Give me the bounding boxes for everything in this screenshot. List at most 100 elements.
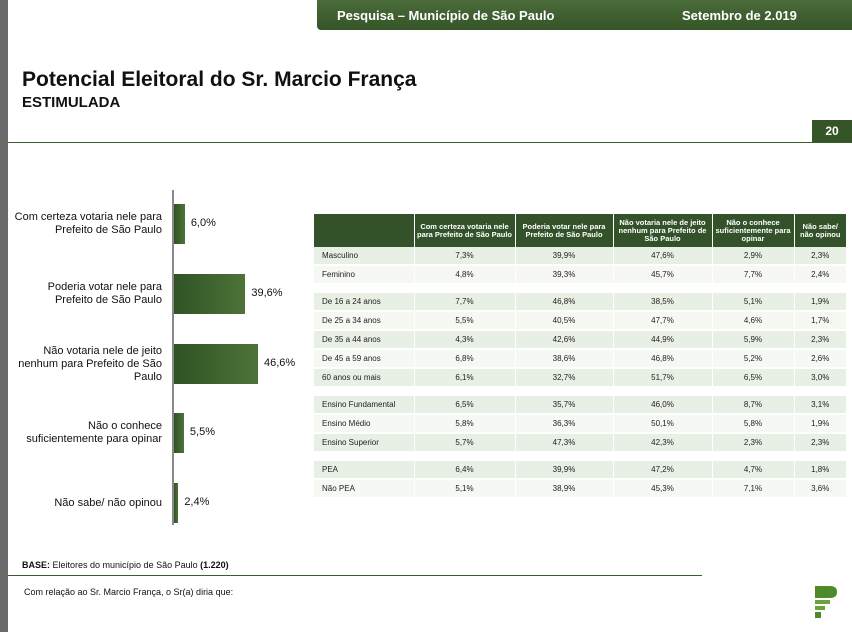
table-cell: 46,8%: [612, 349, 712, 369]
table-row: De 25 a 34 anos 5,5% 40,5% 47,7% 4,6% 1,7%: [314, 311, 846, 331]
table-cell: 46,0%: [612, 396, 712, 415]
left-edge-strip: [0, 0, 8, 632]
category-label: Poderia votar nele para Prefeito de São …: [47, 281, 162, 306]
table-cell: 7,1%: [711, 479, 794, 499]
table-cell: 46,8%: [514, 293, 613, 312]
table-cell: 3,6%: [793, 479, 846, 499]
table-cell: 2,4%: [793, 265, 846, 285]
category-label: Não votaria nele de jeito nenhum para Pr…: [18, 344, 162, 383]
table-cell: 5,7%: [413, 433, 515, 453]
row-label: Ensino Superior: [314, 433, 414, 453]
table-cell: 2,9%: [711, 247, 794, 266]
page-number: 20: [812, 120, 852, 142]
page-title: Potencial Eleitoral do Sr. Marcio França: [22, 68, 417, 91]
base-count: (1.220): [200, 560, 229, 570]
table-cell: 38,6%: [514, 349, 613, 369]
table-row: Não PEA 5,1% 38,9% 45,3% 7,1% 3,6%: [314, 479, 846, 499]
table-cell: 6,4%: [413, 461, 515, 480]
group-spacer: [314, 387, 846, 396]
base-label: BASE:: [22, 560, 51, 570]
table-cell: 32,7%: [514, 368, 613, 388]
group-spacer: [314, 284, 846, 293]
table-cell: 40,5%: [514, 311, 613, 331]
table-cell: 44,9%: [612, 330, 712, 350]
column-header: Não sabe/ não opinou: [793, 214, 846, 247]
table-row: Ensino Superior 5,7% 47,3% 42,3% 2,3% 2,3%: [314, 433, 846, 453]
table-row: 60 anos ou mais 6,1% 32,7% 51,7% 6,5% 3,0%: [314, 368, 846, 388]
row-label: Ensino Fundamental: [314, 396, 414, 415]
column-header: Não votaria nele de jeito nenhum para Pr…: [612, 214, 712, 247]
table-cell: 5,8%: [413, 414, 515, 434]
table-cell: 39,3%: [514, 265, 613, 285]
table-cell: 47,2%: [612, 461, 712, 480]
question-text: Com relação ao Sr. Marcio França, o Sr(a…: [24, 587, 234, 597]
table-cell: 45,3%: [612, 479, 712, 499]
table-cell: 1,9%: [793, 293, 846, 312]
row-label: PEA: [314, 461, 414, 480]
table-cell: 47,6%: [612, 247, 712, 266]
table-cell: 39,9%: [514, 247, 613, 266]
table-cell: 5,1%: [711, 293, 794, 312]
row-label: Masculino: [314, 247, 414, 266]
row-label: De 35 a 44 anos: [314, 330, 414, 350]
table-cell: 50,1%: [612, 414, 712, 434]
base-text: Eleitores do município de São Paulo: [50, 560, 201, 570]
table-cell: 5,1%: [413, 479, 515, 499]
table-cell: 51,7%: [612, 368, 712, 388]
table-cell: 4,6%: [711, 311, 794, 331]
category-label: Com certeza votaria nele para Prefeito d…: [14, 211, 162, 236]
page-subtitle: ESTIMULADA: [22, 94, 121, 111]
table-cell: 35,7%: [514, 396, 613, 415]
header-bar: Pesquisa – Município de São Paulo Setemb…: [317, 0, 852, 30]
table-row: De 35 a 44 anos 4,3% 42,6% 44,9% 5,9% 2,3%: [314, 330, 846, 350]
table-row: De 45 a 59 anos 6,8% 38,6% 46,8% 5,2% 2,6%: [314, 349, 846, 369]
table-cell: 5,8%: [711, 414, 794, 434]
table-cell: 47,3%: [514, 433, 613, 453]
table-row: Masculino 7,3% 39,9% 47,6% 2,9% 2,3%: [314, 247, 846, 266]
bar: [174, 483, 179, 523]
table-cell: 45,7%: [612, 265, 712, 285]
table-cell: 6,5%: [711, 368, 794, 388]
base-note: BASE: Eleitores do município de São Paul…: [22, 560, 229, 570]
table-cell: 38,5%: [612, 293, 712, 312]
table-row: Ensino Fundamental 6,5% 35,7% 46,0% 8,7% 3,1%: [314, 396, 846, 415]
table-cell: 42,3%: [612, 433, 712, 453]
table-cell: 42,6%: [514, 330, 613, 350]
data-label: 2,4%: [184, 496, 210, 508]
category-label: Não sabe/ não opinou: [54, 496, 162, 509]
table-row: Feminino 4,8% 39,3% 45,7% 7,7% 2,4%: [314, 265, 846, 285]
table-cell: 39,9%: [514, 461, 613, 480]
data-label: 5,5%: [189, 426, 215, 438]
table-cell: 5,2%: [711, 349, 794, 369]
table-cell: 4,8%: [413, 265, 515, 285]
footer-divider: [8, 575, 702, 576]
table-cell: 3,0%: [793, 368, 846, 388]
row-label: 60 anos ou mais: [314, 368, 414, 388]
table-cell: 36,3%: [514, 414, 613, 434]
table-cell: 6,1%: [413, 368, 515, 388]
bar: [174, 344, 258, 384]
table-cell: 1,8%: [793, 461, 846, 480]
table-row: De 16 a 24 anos 7,7% 46,8% 38,5% 5,1% 1,9%: [314, 293, 846, 312]
table-cell: 3,1%: [793, 396, 846, 415]
row-label: De 45 a 59 anos: [314, 349, 414, 369]
table-cell: 38,9%: [514, 479, 613, 499]
row-label: De 16 a 24 anos: [314, 293, 414, 312]
table-cell: 7,7%: [711, 265, 794, 285]
table-cell: 7,7%: [413, 293, 515, 312]
row-label: De 25 a 34 anos: [314, 311, 414, 331]
survey-name: Pesquisa – Município de São Paulo: [337, 8, 555, 23]
row-label: Feminino: [314, 265, 414, 285]
table-row: Ensino Médio 5,8% 36,3% 50,1% 5,8% 1,9%: [314, 414, 846, 434]
data-label: 6,0%: [190, 217, 216, 229]
bar: [174, 413, 184, 453]
table-cell: 47,7%: [612, 311, 712, 331]
header-divider: [8, 142, 852, 143]
bar: [174, 274, 246, 314]
table-cell: 8,7%: [711, 396, 794, 415]
data-label: 39,6%: [251, 287, 283, 299]
table-cell: 2,3%: [711, 433, 794, 453]
table-cell: 5,9%: [711, 330, 794, 350]
table-cell: 6,8%: [413, 349, 515, 369]
breakdown-table: Com certeza votaria nele para Prefeito d…: [314, 214, 846, 499]
